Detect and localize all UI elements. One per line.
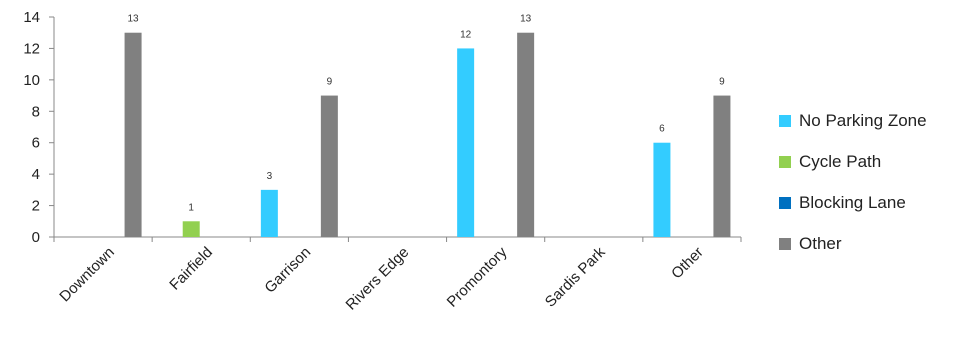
legend-item: No Parking Zone bbox=[779, 100, 927, 141]
data-label: 1 bbox=[188, 202, 194, 213]
y-tick-label: 8 bbox=[32, 103, 40, 120]
x-category-label: Fairfield bbox=[166, 244, 216, 294]
legend-swatch bbox=[779, 114, 791, 127]
x-category-label: Garrison bbox=[261, 244, 314, 297]
x-category-label: Downtown bbox=[56, 244, 118, 306]
legend: No Parking Zone Cycle Path Blocking Lane Ot… bbox=[779, 100, 927, 264]
y-tick-label: 0 bbox=[32, 229, 40, 246]
legend-label: Blocking Lane bbox=[799, 192, 906, 212]
legend-label: No Parking Zone bbox=[799, 110, 927, 130]
y-tick-label: 14 bbox=[23, 9, 40, 26]
data-label: 3 bbox=[267, 171, 273, 182]
data-labels: 3 12 6 1 13 9 13 9 bbox=[128, 14, 726, 214]
y-axis: 0 2 4 6 8 10 12 14 bbox=[23, 9, 55, 246]
data-label: 13 bbox=[128, 14, 140, 25]
data-label: 9 bbox=[719, 77, 725, 88]
y-tick-label: 4 bbox=[32, 166, 40, 183]
legend-item: Blocking Lane bbox=[779, 182, 927, 223]
legend-swatch bbox=[779, 237, 791, 250]
y-tick-label: 2 bbox=[32, 198, 40, 215]
bars bbox=[124, 32, 731, 237]
legend-swatch bbox=[779, 196, 791, 209]
x-category-label: Other bbox=[668, 244, 707, 283]
bar bbox=[653, 142, 671, 237]
data-label: 6 bbox=[659, 124, 665, 135]
data-label: 13 bbox=[520, 14, 532, 25]
legend-item: Other bbox=[779, 223, 927, 264]
y-tick-label: 12 bbox=[23, 40, 40, 57]
bar bbox=[260, 189, 278, 237]
legend-label: Cycle Path bbox=[799, 151, 882, 171]
bar bbox=[182, 221, 200, 237]
bar bbox=[713, 95, 731, 237]
legend-swatch bbox=[779, 155, 791, 168]
y-tick-label: 10 bbox=[23, 72, 40, 89]
bar bbox=[124, 32, 142, 237]
legend-label: Other bbox=[799, 233, 842, 253]
bar bbox=[517, 32, 535, 237]
data-label: 12 bbox=[460, 29, 472, 40]
data-label: 9 bbox=[327, 77, 333, 88]
x-category-label: Sardis Park bbox=[542, 243, 609, 310]
bar bbox=[457, 48, 475, 237]
x-axis: Downtown Fairfield Garrison Rivers Edge Prom… bbox=[53, 236, 742, 314]
x-category-label: Rivers Edge bbox=[343, 244, 413, 314]
legend-item: Cycle Path bbox=[779, 141, 927, 182]
bar bbox=[320, 95, 338, 237]
x-category-label: Promontory bbox=[444, 243, 511, 310]
y-tick-label: 6 bbox=[32, 135, 40, 152]
